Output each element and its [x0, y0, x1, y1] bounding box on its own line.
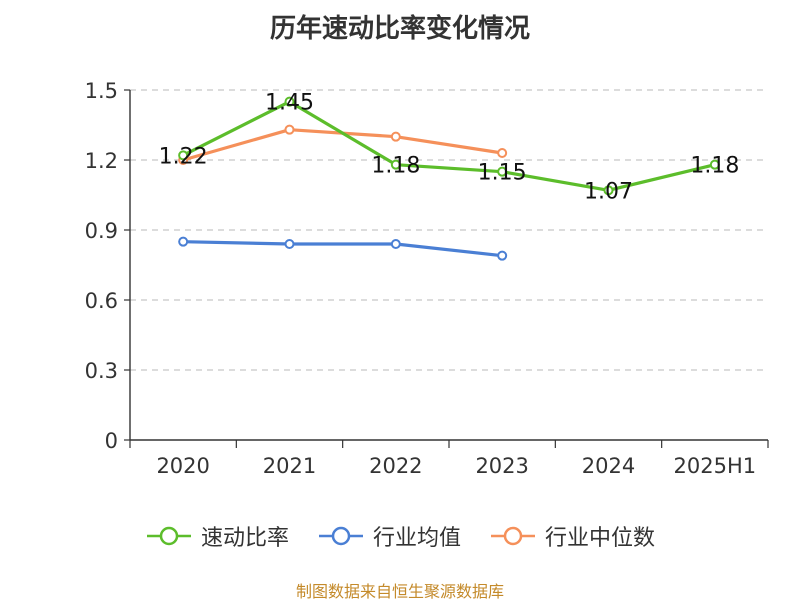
data-label: 1.45 [265, 91, 314, 116]
legend-item[interactable]: 行业中位数 [489, 520, 655, 552]
data-point[interactable] [709, 159, 720, 170]
y-tick-label: 1.5 [85, 79, 118, 103]
y-tick-label: 1.2 [85, 149, 118, 173]
x-tick-label: 2021 [263, 454, 316, 478]
legend-marker-icon [491, 526, 535, 546]
chart-title: 历年速动比率变化情况 [269, 14, 530, 44]
legend: 速动比率 行业均值 行业中位数 [0, 520, 800, 552]
legend-item[interactable]: 速动比率 [145, 520, 289, 552]
y-tick-label: 0 [105, 429, 118, 453]
x-tick-label: 2022 [369, 454, 422, 478]
data-point[interactable] [390, 239, 401, 249]
x-tick-label: 2020 [156, 454, 209, 478]
data-point[interactable] [497, 250, 508, 261]
data-point[interactable] [284, 124, 295, 135]
data-label: 1.18 [371, 154, 420, 179]
data-point[interactable] [284, 96, 295, 107]
legend-item[interactable]: 行业均值 [317, 520, 461, 552]
legend-label: 行业中位数 [545, 526, 656, 551]
data-point[interactable] [603, 185, 614, 196]
data-point[interactable] [497, 166, 508, 177]
x-tick-label: 2023 [475, 454, 528, 478]
legend-label: 行业均值 [372, 526, 461, 551]
x-tick-label: 2024 [582, 454, 635, 478]
y-tick-label: 0.9 [85, 219, 118, 243]
data-point[interactable] [178, 236, 189, 247]
y-tick-label: 0.6 [85, 289, 118, 313]
x-tick-label: 2025H1 [674, 454, 757, 478]
source-note: 制图数据来自恒生聚源数据库 [295, 582, 504, 601]
data-point[interactable] [284, 239, 295, 249]
y-tick-label: 0.3 [85, 359, 118, 383]
data-point[interactable] [390, 131, 401, 142]
data-point[interactable] [178, 150, 189, 161]
data-point[interactable] [497, 148, 508, 158]
legend-marker-icon [318, 526, 363, 546]
data-label: 1.07 [584, 179, 633, 204]
data-label: 1.22 [159, 144, 208, 169]
legend-label: 速动比率 [200, 526, 289, 551]
data-label: 1.15 [478, 161, 527, 186]
legend-marker-icon [146, 526, 191, 546]
series-line-1 [183, 240, 503, 258]
data-point[interactable] [390, 159, 401, 170]
series-line-0 [182, 100, 716, 192]
data-label: 1.18 [690, 154, 739, 179]
